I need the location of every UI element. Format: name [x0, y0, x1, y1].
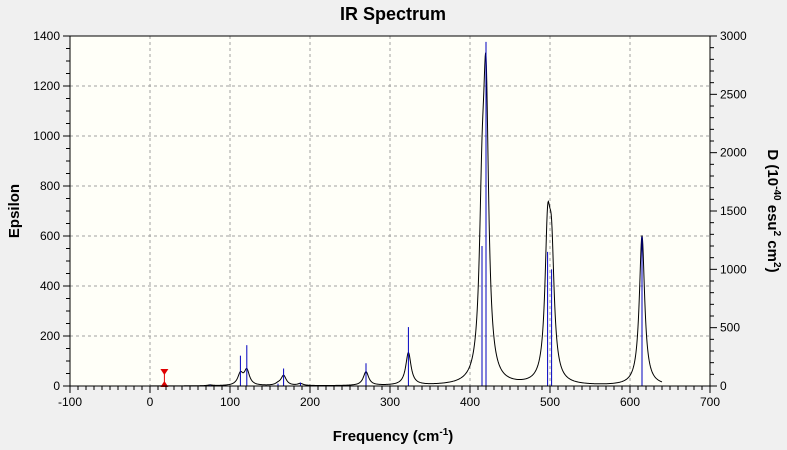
- x-axis-ticks: -100 0 100 200 300 400 500 600 700: [58, 386, 720, 409]
- x-tick-label: 200: [300, 395, 320, 409]
- x-tick-label: 600: [620, 395, 640, 409]
- x-tick-label: 700: [700, 395, 720, 409]
- y-left-tick-label: 200: [40, 329, 60, 343]
- y-left-tick-label: 400: [40, 279, 60, 293]
- y-left-tick-label: 600: [40, 229, 60, 243]
- y-right-label-p3: cm: [764, 236, 781, 262]
- y-right-label-sup2: 2: [771, 231, 782, 237]
- y-right-axis-label: D (10-40 esu2 cm2): [764, 149, 782, 272]
- marker-top-triangle[interactable]: [160, 369, 169, 375]
- x-axis-label: Frequency (cm-1): [333, 427, 454, 445]
- y-right-label-p2: esu: [764, 201, 781, 231]
- x-axis-label-sup: -1: [439, 427, 448, 438]
- y-left-tick-label: 1200: [33, 79, 60, 93]
- x-tick-label: 0: [147, 395, 154, 409]
- y-right-label-sup3: 2: [771, 262, 782, 268]
- y-right-label-sup1: -40: [771, 186, 782, 201]
- x-tick-label: 500: [540, 395, 560, 409]
- chart-title: IR Spectrum: [340, 4, 446, 24]
- y-right-axis-ticks: 0 500 1000 1500 2000 2500 3000: [710, 29, 747, 393]
- y-right-label-p1: D (10: [764, 149, 781, 186]
- y-left-axis-label: Epsilon: [6, 184, 23, 238]
- y-right-tick-label: 1000: [720, 262, 747, 276]
- y-right-tick-label: 2500: [720, 87, 747, 101]
- x-axis-label-close: ): [448, 428, 453, 445]
- y-left-tick-label: 1000: [33, 129, 60, 143]
- y-left-tick-label: 800: [40, 179, 60, 193]
- x-axis-label-text: Frequency (cm: [333, 428, 440, 445]
- y-left-axis-ticks: 0 200 400 600 800 1000 1200 1400: [33, 29, 70, 393]
- grid-lines: [70, 36, 710, 386]
- y-left-tick-label: 1400: [33, 29, 60, 43]
- y-right-label-p4: ): [764, 268, 781, 273]
- y-right-tick-label: 1500: [720, 204, 747, 218]
- y-right-tick-label: 0: [720, 379, 727, 393]
- x-tick-label: 300: [380, 395, 400, 409]
- intensity-sticks: [209, 41, 643, 386]
- x-tick-label: -100: [58, 395, 82, 409]
- y-right-tick-label: 3000: [720, 29, 747, 43]
- x-tick-label: 400: [460, 395, 480, 409]
- x-tick-label: 100: [220, 395, 240, 409]
- y-right-tick-label: 500: [720, 321, 740, 335]
- y-left-tick-label: 0: [53, 379, 60, 393]
- spectrum-curve: [150, 52, 663, 387]
- y-right-tick-label: 2000: [720, 146, 747, 160]
